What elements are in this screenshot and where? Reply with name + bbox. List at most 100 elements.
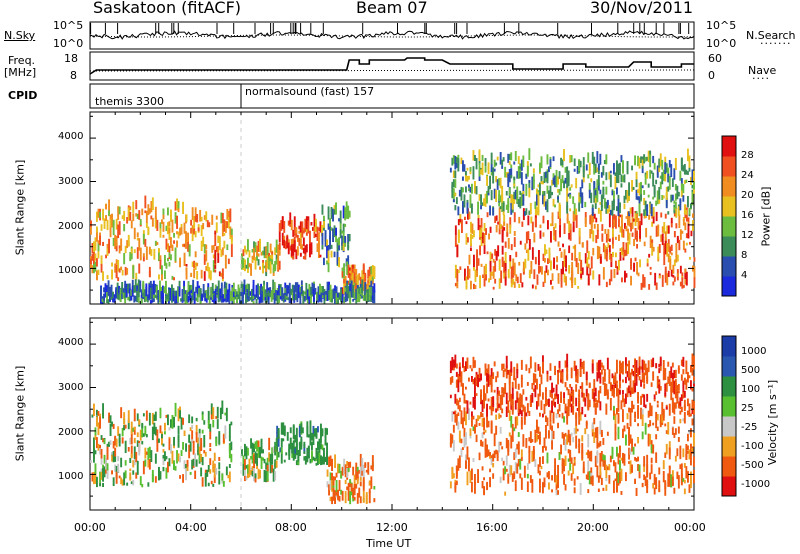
- echo-cell: [609, 398, 612, 411]
- echo-cell: [458, 430, 461, 443]
- echo-cell: [307, 434, 310, 438]
- echo-cell: [668, 178, 671, 190]
- echo-cell: [361, 270, 364, 284]
- echo-cell: [278, 260, 281, 270]
- echo-cell: [308, 299, 311, 304]
- echo-cell: [572, 405, 575, 415]
- echo-cell: [268, 252, 271, 259]
- echo-cell: [469, 194, 472, 209]
- echo-cell: [620, 468, 623, 481]
- echo-cell: [146, 294, 149, 300]
- freq-right-tick-bottom: 0: [708, 69, 715, 82]
- echo-cell: [596, 224, 599, 232]
- echo-cell: [462, 176, 464, 181]
- echo-cell: [168, 245, 171, 259]
- echo-cell: [575, 425, 578, 434]
- echo-cell: [501, 387, 504, 394]
- echo-cell: [100, 453, 103, 465]
- echo-cell: [560, 378, 562, 383]
- echo-cell: [510, 203, 513, 215]
- echo-cell: [107, 280, 110, 294]
- echo-cell: [575, 208, 578, 216]
- echo-cell: [469, 401, 472, 405]
- echo-cell: [516, 276, 519, 284]
- echo-cell: [189, 285, 192, 295]
- echo-cell: [548, 398, 550, 407]
- echo-cell: [584, 217, 587, 227]
- echo-cell: [227, 258, 230, 265]
- echo-cell: [646, 258, 649, 264]
- echo-cell: [485, 228, 487, 235]
- echo-cell: [519, 190, 522, 196]
- echo-cell: [347, 234, 350, 245]
- echo-cell: [655, 416, 658, 429]
- echo-cell: [468, 184, 470, 188]
- echo-cell: [191, 227, 194, 242]
- echo-cell: [619, 460, 621, 471]
- echo-cell: [652, 422, 655, 426]
- echo-cell: [691, 418, 694, 426]
- echo-cell: [680, 183, 683, 197]
- echo-cell: [520, 394, 523, 408]
- echo-cell: [481, 399, 484, 413]
- power-colorbar-swatch: [722, 176, 736, 197]
- echo-cell: [659, 181, 662, 190]
- echo-cell: [326, 428, 328, 432]
- echo-cell: [569, 223, 572, 231]
- echo-cell: [632, 370, 635, 377]
- echo-cell: [467, 237, 469, 243]
- echo-cell: [690, 443, 692, 456]
- echo-cell: [677, 426, 680, 434]
- echo-cell: [321, 224, 323, 237]
- echo-cell: [154, 453, 157, 464]
- echo-cell: [679, 265, 682, 274]
- echo-cell: [516, 363, 519, 374]
- echo-cell: [566, 187, 569, 202]
- echo-cell: [329, 496, 332, 502]
- echo-cell: [492, 259, 495, 263]
- echo-cell: [176, 240, 178, 248]
- echo-cell: [145, 246, 148, 260]
- echo-cell: [151, 474, 154, 482]
- echo-cell: [530, 216, 533, 224]
- echo-cell: [190, 272, 193, 277]
- echo-cell: [347, 255, 350, 265]
- echo-cell: [154, 216, 157, 229]
- echo-cell: [139, 476, 142, 486]
- echo-cell: [456, 245, 459, 258]
- echo-cell: [144, 195, 147, 209]
- echo-cell: [195, 286, 198, 293]
- echo-cell: [185, 466, 187, 481]
- echo-cell: [585, 164, 588, 171]
- echo-cell: [188, 444, 191, 459]
- echo-cell: [349, 291, 352, 304]
- echo-cell: [590, 192, 593, 204]
- echo-cell: [557, 211, 560, 219]
- echo-cell: [247, 257, 249, 269]
- echo-cell: [165, 414, 168, 418]
- echo-cell: [605, 249, 608, 262]
- echo-cell: [319, 221, 322, 233]
- echo-cell: [109, 227, 112, 238]
- echo-cell: [356, 274, 359, 288]
- echo-cell: [646, 393, 649, 402]
- echo-cell: [569, 155, 572, 163]
- echo-cell: [605, 201, 608, 214]
- echo-cell: [616, 388, 618, 397]
- echo-cell: [469, 365, 472, 369]
- echo-cell: [582, 461, 585, 474]
- echo-cell: [620, 183, 623, 188]
- echo-cell: [356, 492, 359, 504]
- echo-cell: [539, 486, 541, 493]
- echo-cell: [687, 148, 689, 162]
- echo-cell: [236, 297, 238, 301]
- echo-cell: [620, 362, 623, 374]
- echo-cell: [504, 383, 507, 395]
- echo-cell: [207, 287, 210, 300]
- echo-cell: [569, 187, 572, 191]
- echo-cell: [652, 246, 655, 252]
- echo-cell: [574, 214, 577, 221]
- echo-cell: [532, 373, 535, 385]
- echo-cell: [622, 229, 625, 238]
- echo-cell: [142, 233, 145, 245]
